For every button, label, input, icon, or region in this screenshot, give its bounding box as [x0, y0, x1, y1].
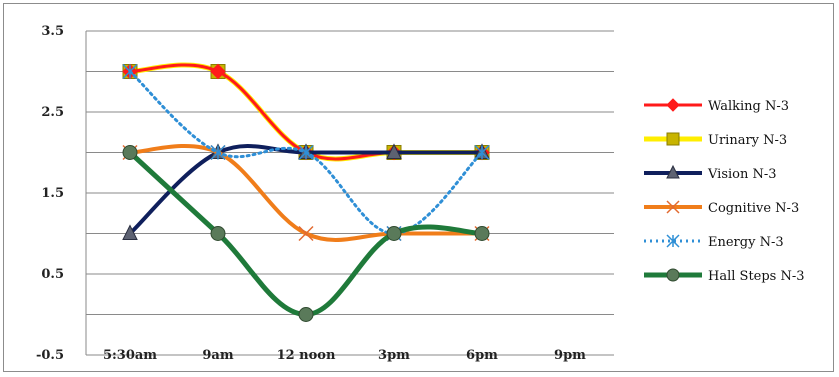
- data-point: [386, 226, 402, 241]
- y-tick-label: 3.5: [41, 24, 64, 39]
- data-point: [210, 144, 226, 161]
- legend-label: Urinary N-3: [708, 133, 787, 148]
- data-point: [210, 226, 226, 241]
- x-tick-label: 12 noon: [277, 348, 336, 363]
- data-point: [386, 143, 402, 159]
- data-point: [298, 144, 314, 161]
- x-tick-label: 9am: [202, 348, 233, 363]
- data-point: [122, 224, 138, 240]
- data-point: [298, 225, 314, 242]
- data-point: [474, 144, 490, 161]
- series-layer: [122, 62, 490, 322]
- legend-label: Cognitive N-3: [708, 201, 799, 216]
- legend-label: Walking N-3: [708, 99, 789, 114]
- data-point: [474, 226, 490, 241]
- legend-entry: Energy N-3: [644, 234, 784, 250]
- legend-entry: Hall Steps N-3: [644, 268, 805, 284]
- y-tick-label: 0.5: [41, 267, 64, 282]
- data-point: [210, 63, 226, 80]
- legend-marker: [666, 98, 680, 112]
- legend-marker: [666, 200, 680, 214]
- legend-marker: [666, 268, 680, 282]
- legend-entry: Walking N-3: [644, 98, 789, 114]
- x-tick-label: 6pm: [466, 348, 498, 363]
- legend-entry: Vision N-3: [644, 164, 777, 182]
- legend-label: Energy N-3: [708, 235, 784, 250]
- axis-layer: -0.5 0.5 1.5 2.5 3.5 5:30am 9am 12 noon 3pm 6pm 9p…: [36, 24, 614, 363]
- line-chart: -0.5 0.5 1.5 2.5 3.5 5:30am 9am 12 noon 3pm 6pm 9p…: [36, 24, 805, 363]
- legend-entry: Cognitive N-3: [644, 200, 799, 216]
- y-tick-label: 2.5: [41, 105, 64, 120]
- y-tick-label: -0.5: [36, 348, 64, 363]
- data-point: [122, 145, 138, 160]
- data-point: [122, 63, 138, 80]
- legend-label: Vision N-3: [707, 167, 777, 182]
- chart-frame: -0.5 0.5 1.5 2.5 3.5 5:30am 9am 12 noon 3pm 6pm 9p…: [3, 3, 834, 372]
- series-hall-steps-n-3: [122, 145, 490, 322]
- x-tick-label: 9pm: [554, 348, 586, 363]
- legend-marker: [666, 132, 680, 146]
- legend: Walking N-3 Urinary N-3 Vision N-3 Cognitiv…: [644, 98, 805, 284]
- legend-marker: [666, 234, 680, 248]
- legend-marker: [666, 164, 680, 179]
- legend-label: Hall Steps N-3: [708, 269, 805, 284]
- grid-layer: [86, 30, 614, 356]
- y-tick-label: 1.5: [41, 186, 64, 201]
- x-tick-label: 3pm: [378, 348, 410, 363]
- data-point: [298, 307, 314, 322]
- legend-entry: Urinary N-3: [644, 132, 787, 148]
- x-tick-label: 5:30am: [103, 348, 157, 363]
